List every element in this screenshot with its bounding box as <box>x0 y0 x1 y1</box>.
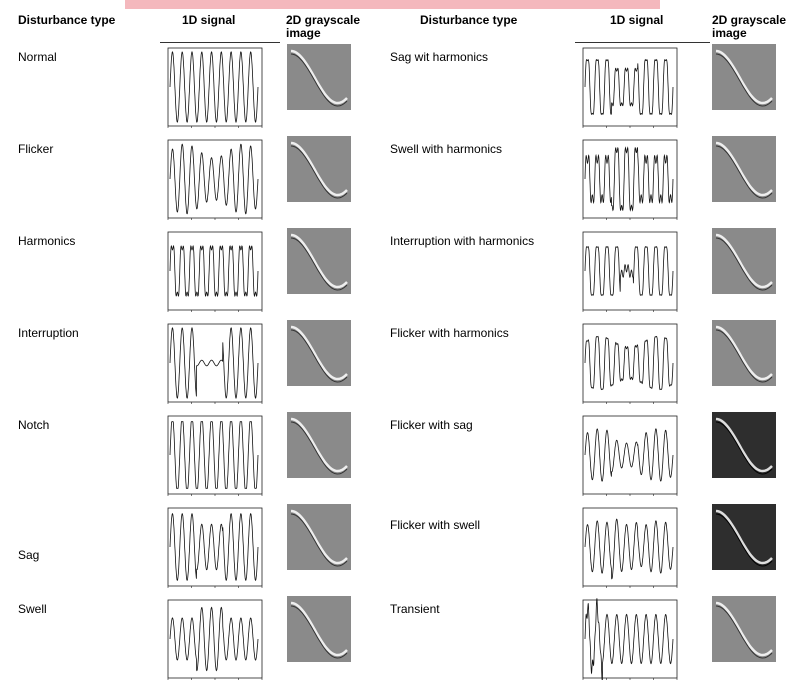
disturbance-label: Sag <box>18 548 39 562</box>
disturbance-label: Sag wit harmonics <box>390 50 488 64</box>
disturbance-label: Flicker with sag <box>390 418 473 432</box>
disturbance-label: Interruption <box>18 326 79 340</box>
disturbance-label: Flicker <box>18 142 53 156</box>
disturbance-label: Flicker with harmonics <box>390 326 509 340</box>
disturbance-label: Flicker with swell <box>390 518 480 532</box>
disturbance-label: Interruption with harmonics <box>390 234 534 248</box>
disturbance-label: Notch <box>18 418 49 432</box>
disturbance-label: Swell <box>18 602 47 616</box>
disturbance-label: Normal <box>18 50 57 64</box>
page: Disturbance type 1D signal 2D grayscale … <box>0 0 798 680</box>
disturbance-label: Harmonics <box>18 234 75 248</box>
figures <box>0 0 798 680</box>
disturbance-label: Transient <box>390 602 440 616</box>
disturbance-label: Swell with harmonics <box>390 142 502 156</box>
